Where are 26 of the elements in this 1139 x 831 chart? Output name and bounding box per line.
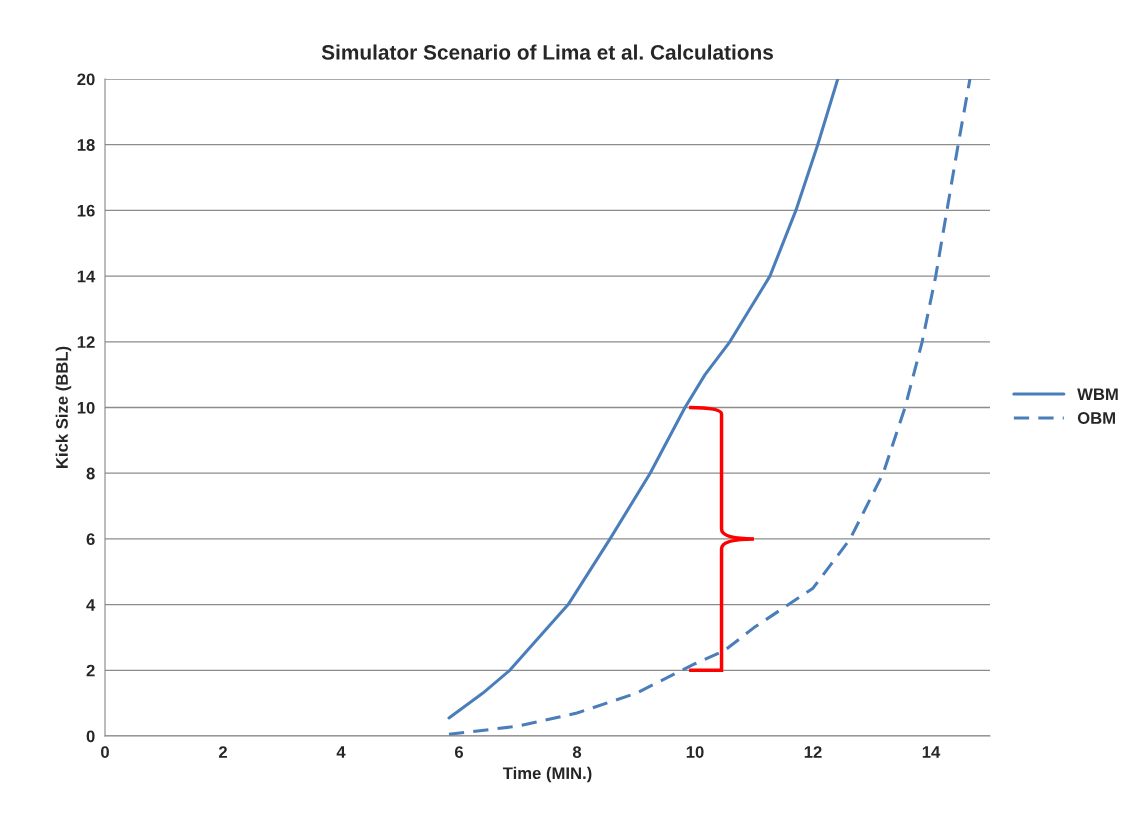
x-tick-label: 8 xyxy=(572,746,582,758)
x-tick-label: 10 xyxy=(686,746,704,758)
y-tick-label: 10 xyxy=(77,401,95,414)
y-tick-label: 8 xyxy=(86,467,95,480)
x-tick-label: 14 xyxy=(922,746,941,758)
y-tick-label: 18 xyxy=(77,139,95,151)
x-tick-label: 0 xyxy=(101,746,109,758)
y-tick-label: 20 xyxy=(77,73,95,86)
y-tick-label: 14 xyxy=(77,270,96,283)
y-tick-label: 16 xyxy=(77,204,95,217)
legend-label: WBM xyxy=(1077,388,1118,400)
x-tick-label: 12 xyxy=(804,746,822,758)
x-axis-title: Time (MIN.) xyxy=(502,766,592,783)
y-axis-title: Kick Size (BBL) xyxy=(55,346,72,468)
line-series xyxy=(447,79,840,720)
y-tick-label: 12 xyxy=(77,336,95,348)
x-tick-label: 4 xyxy=(336,746,346,758)
x-tick-label: 2 xyxy=(218,746,227,758)
y-tick-label: 4 xyxy=(86,599,96,611)
chart-title: Simulator Scenario of Lima et al. Calculations xyxy=(321,44,773,60)
legend-label: OBM xyxy=(1077,412,1115,424)
y-tick-label: 0 xyxy=(86,730,95,743)
y-tick-label: 2 xyxy=(86,664,95,677)
x-tick-label: 6 xyxy=(454,746,464,758)
line-series xyxy=(447,79,972,736)
y-tick-label: 6 xyxy=(86,533,95,546)
